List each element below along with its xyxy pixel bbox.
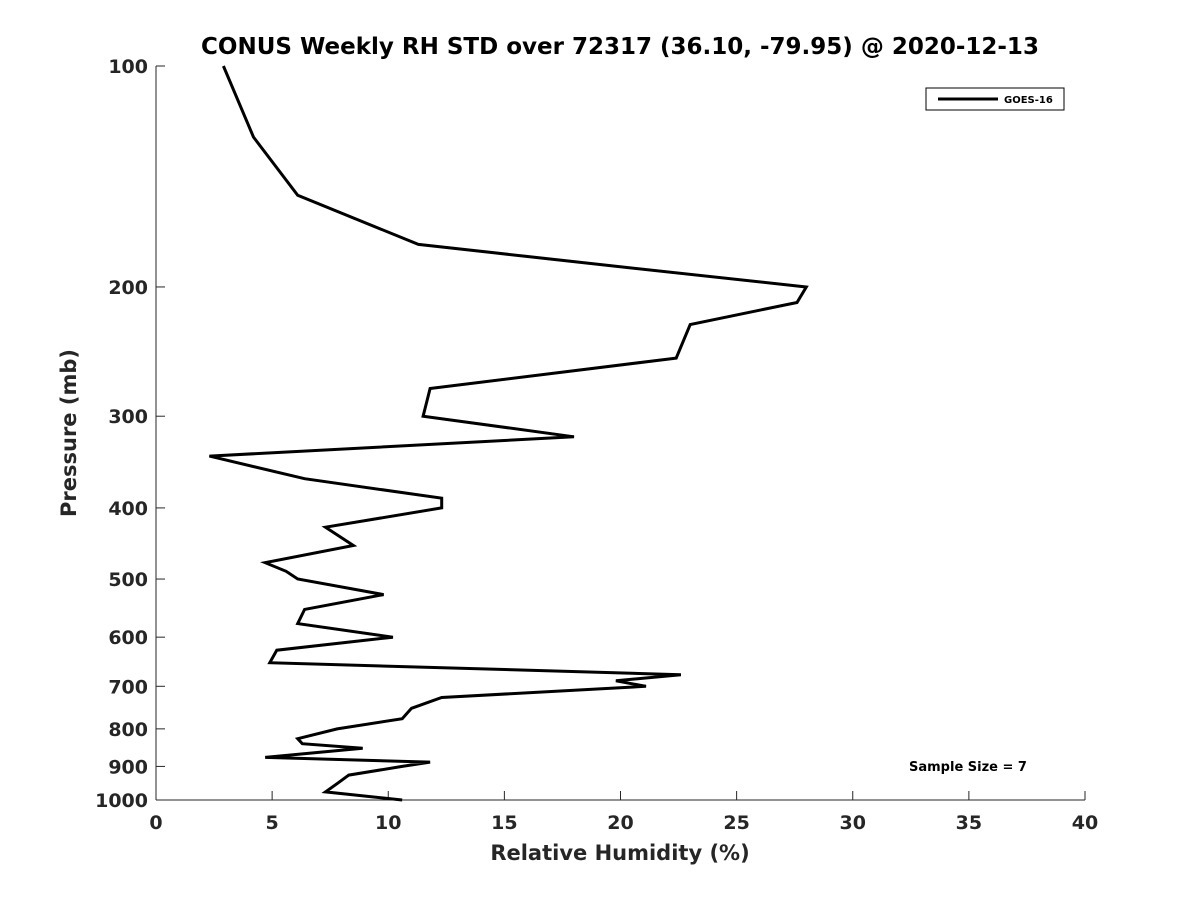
series-lines bbox=[209, 65, 809, 802]
y-tick-label: 900 bbox=[108, 756, 148, 778]
x-tick-label: 5 bbox=[266, 812, 279, 834]
y-axis-ticks: 100 200 300 400 500 600 700 800 900 1000 bbox=[95, 56, 165, 812]
y-tick-label: 800 bbox=[108, 719, 148, 741]
series-line-goes-16 bbox=[209, 65, 809, 802]
chart-title: CONUS Weekly RH STD over 72317 (36.10, -… bbox=[201, 34, 1039, 60]
plot-axes bbox=[155, 66, 1085, 801]
y-axis-label: Pressure (mb) bbox=[57, 349, 81, 517]
x-tick-label: 10 bbox=[375, 812, 401, 834]
y-tick-label: 200 bbox=[108, 277, 148, 299]
y-tick-label: 1000 bbox=[95, 790, 148, 812]
x-axis-ticks: 0 5 10 15 20 25 30 35 40 bbox=[149, 791, 1098, 834]
x-tick-label: 30 bbox=[840, 812, 866, 834]
sample-size-annotation: Sample Size = 7 bbox=[909, 760, 1027, 775]
y-tick-label: 300 bbox=[108, 406, 148, 428]
x-tick-label: 0 bbox=[149, 812, 162, 834]
y-tick-label: 100 bbox=[108, 56, 148, 78]
x-tick-label: 20 bbox=[607, 812, 633, 834]
legend-entry-goes-16: GOES-16 bbox=[1004, 95, 1053, 106]
legend: GOES-16 bbox=[925, 87, 1065, 111]
x-axis-label: Relative Humidity (%) bbox=[490, 841, 749, 865]
y-tick-label: 700 bbox=[108, 676, 148, 698]
y-tick-label: 500 bbox=[108, 569, 148, 591]
x-tick-label: 15 bbox=[491, 812, 517, 834]
x-tick-label: 40 bbox=[1072, 812, 1098, 834]
y-tick-label: 600 bbox=[108, 627, 148, 649]
x-tick-label: 25 bbox=[723, 812, 749, 834]
x-tick-label: 35 bbox=[956, 812, 982, 834]
y-tick-label: 400 bbox=[108, 498, 148, 520]
